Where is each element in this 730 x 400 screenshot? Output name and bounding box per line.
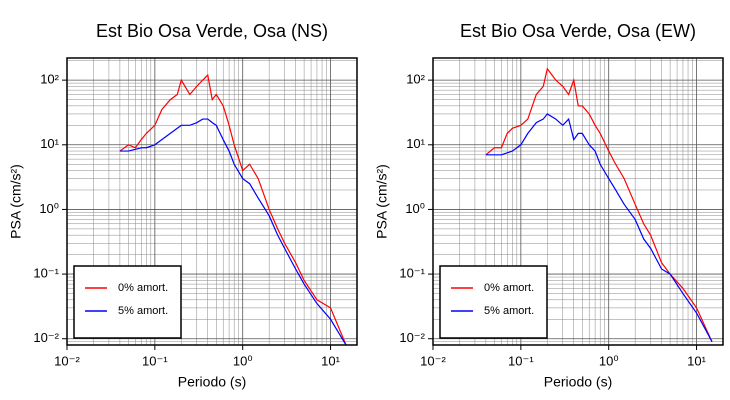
x-tick-label: 10¹ — [687, 353, 706, 368]
legend-box — [439, 265, 548, 339]
legend-label: 5% amort. — [484, 305, 534, 317]
legend-label: 0% amort. — [118, 282, 168, 294]
y-tick-label: 10² — [406, 72, 425, 87]
data-line — [485, 113, 713, 342]
y-tick-label: 10⁰ — [405, 201, 425, 216]
y-tick-label: 10⁻² — [33, 330, 59, 345]
data-line — [119, 73, 347, 345]
data-line — [119, 118, 347, 345]
x-tick-label: 10⁰ — [599, 353, 619, 368]
y-tick-label: 10⁻¹ — [33, 266, 59, 281]
y-tick-label: 10¹ — [406, 136, 425, 151]
plot-frame — [432, 57, 724, 346]
x-tick-label: 10¹ — [321, 353, 340, 368]
y-tick-label: 10⁻¹ — [399, 266, 425, 281]
y-tick-label: 10⁰ — [39, 201, 59, 216]
data-line — [485, 67, 713, 342]
x-axis-label: Periodo (s) — [544, 374, 612, 390]
x-tick-label: 10⁻² — [54, 353, 80, 368]
chart-title: Est Bio Osa Verde, Osa (EW) — [460, 21, 696, 41]
x-tick-label: 10⁰ — [233, 353, 253, 368]
x-axis-label: Periodo (s) — [178, 374, 246, 390]
x-tick-label: 10⁻¹ — [142, 353, 168, 368]
y-axis-label: PSA (cm/s²) — [374, 164, 390, 239]
legend-box — [73, 265, 182, 339]
plot-frame — [66, 57, 358, 346]
y-tick-label: 10¹ — [40, 136, 59, 151]
chart-title: Est Bio Osa Verde, Osa (NS) — [96, 21, 328, 41]
legend-label: 5% amort. — [118, 305, 168, 317]
x-tick-label: 10⁻² — [420, 353, 446, 368]
x-tick-label: 10⁻¹ — [508, 353, 534, 368]
legend-label: 0% amort. — [484, 282, 534, 294]
y-axis-label: PSA (cm/s²) — [8, 164, 24, 239]
y-tick-label: 10² — [40, 72, 59, 87]
y-tick-label: 10⁻² — [399, 330, 425, 345]
